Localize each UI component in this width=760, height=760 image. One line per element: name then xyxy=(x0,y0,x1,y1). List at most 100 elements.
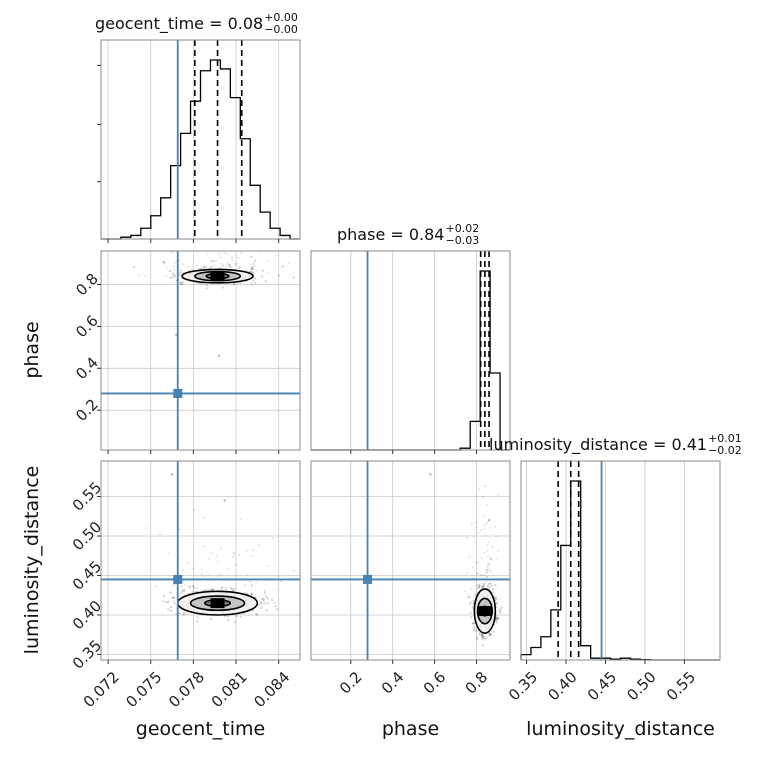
sample-point xyxy=(210,259,213,262)
sample-point xyxy=(212,260,215,263)
xlabel-geocent_time: geocent_time xyxy=(136,718,265,740)
sample-point xyxy=(221,286,224,289)
sample-point xyxy=(262,597,265,601)
sample-point xyxy=(210,266,213,269)
sample-point xyxy=(482,585,485,588)
sample-point xyxy=(173,601,176,605)
histogram-bar xyxy=(551,610,561,660)
sample-point xyxy=(480,557,483,560)
sample-point xyxy=(474,541,477,544)
sample-point xyxy=(179,282,182,285)
sample-point xyxy=(480,633,483,636)
sample-point xyxy=(235,614,238,618)
sample-point xyxy=(277,575,280,578)
sample-point xyxy=(489,557,492,560)
sample-point xyxy=(179,272,183,275)
sample-point xyxy=(250,266,253,269)
sample-point xyxy=(276,608,279,611)
panels: 0.35 0.40 0.45 0.50 0.550.20.40.60.80.072 0.0… xyxy=(69,39,721,711)
sample-point xyxy=(193,508,196,511)
sample-point xyxy=(227,618,230,622)
title-geocent_time-plus: +0.00 xyxy=(264,11,298,24)
sample-point xyxy=(489,527,492,530)
histogram-bar xyxy=(541,637,551,660)
sample-point xyxy=(183,589,186,592)
y-tick-label: 0.40 xyxy=(69,597,105,633)
x-tick-label: 0.45 xyxy=(584,668,620,704)
panel-frame xyxy=(310,460,511,661)
x-tick-label: 0.50 xyxy=(623,668,659,704)
sample-point xyxy=(178,259,181,262)
sample-point xyxy=(487,568,490,571)
sample-point xyxy=(203,265,206,269)
sample-point xyxy=(493,592,496,595)
sample-point xyxy=(473,536,476,539)
sample-point xyxy=(181,580,184,583)
sample-point xyxy=(229,586,232,589)
sample-point xyxy=(487,555,490,558)
truth-marker xyxy=(173,574,183,584)
sample-point xyxy=(498,598,501,601)
panel-frame xyxy=(100,39,301,240)
panel-frame xyxy=(520,460,721,661)
sample-point xyxy=(162,600,165,603)
sample-point xyxy=(481,585,484,588)
x-tick-label: 0.40 xyxy=(544,668,580,704)
sample-point xyxy=(217,575,220,578)
sample-point xyxy=(488,582,491,586)
outlier-point xyxy=(223,499,226,502)
sample-point xyxy=(270,598,274,601)
sample-point xyxy=(495,602,498,605)
hist-panel-phase xyxy=(310,250,511,454)
scatter-panel-phase-luminosity_distance: 0.2 0.4 0.6 0.8 xyxy=(310,460,511,698)
sample-point xyxy=(486,549,489,552)
sample-point xyxy=(490,558,493,561)
sample-point xyxy=(219,573,222,576)
sample-point xyxy=(292,569,295,572)
sample-point xyxy=(497,549,500,552)
histogram-bar xyxy=(470,421,480,450)
histogram-bar xyxy=(210,60,220,239)
sample-point xyxy=(201,568,204,571)
histogram-bar xyxy=(280,235,290,239)
sample-point xyxy=(486,584,489,588)
sample-point xyxy=(154,585,157,588)
scatter-panel-geocent_time-luminosity_distance: 0.072 0.075 0.078 0.081 0.0840.350.400.450.5… xyxy=(69,460,301,711)
sample-point xyxy=(178,271,181,274)
sample-point xyxy=(487,540,490,543)
sample-point xyxy=(260,606,263,609)
sample-point xyxy=(478,488,481,491)
histogram-bar xyxy=(220,69,230,239)
sample-point xyxy=(174,261,177,264)
hist-panel-luminosity_distance: 0.35 0.40 0.45 0.50 0.55 xyxy=(505,460,721,704)
sample-point xyxy=(486,544,489,547)
sample-point xyxy=(278,274,281,277)
sample-point xyxy=(244,269,247,272)
sample-point xyxy=(165,266,168,269)
sample-point xyxy=(226,615,230,618)
sample-point xyxy=(485,568,488,571)
sample-point xyxy=(476,588,479,591)
sample-point xyxy=(254,259,257,262)
sample-point xyxy=(487,562,490,565)
panel-frame xyxy=(100,460,301,661)
hist-panel-geocent_time xyxy=(97,39,301,243)
sample-point xyxy=(158,533,161,536)
panel-frame xyxy=(310,250,511,451)
sample-point xyxy=(250,283,253,286)
sample-point xyxy=(232,551,235,554)
sample-point xyxy=(208,573,211,576)
sample-point xyxy=(481,585,484,589)
sample-point xyxy=(223,252,226,255)
sample-point xyxy=(187,561,190,564)
sample-point xyxy=(477,572,480,575)
y-tick-label: 0.4 xyxy=(72,354,102,384)
sample-point xyxy=(163,262,166,265)
sample-point xyxy=(196,620,199,623)
sample-point xyxy=(180,585,183,588)
title-luminosity_distance-minus: −0.02 xyxy=(708,444,742,457)
sample-point xyxy=(483,527,486,530)
sample-point xyxy=(485,571,488,574)
sample-point xyxy=(465,536,468,539)
histogram-bar xyxy=(250,185,260,239)
